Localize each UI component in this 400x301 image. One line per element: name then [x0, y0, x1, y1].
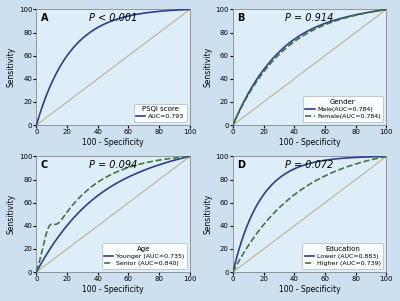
Text: B: B [238, 13, 245, 23]
Legend: Younger (AUC=0.735), Senior (AUC=0.840): Younger (AUC=0.735), Senior (AUC=0.840) [102, 244, 187, 269]
X-axis label: 100 - Specificity: 100 - Specificity [279, 285, 340, 294]
Text: A: A [41, 13, 48, 23]
Y-axis label: Sensitivity: Sensitivity [7, 194, 16, 234]
X-axis label: 100 - Specificity: 100 - Specificity [279, 138, 340, 147]
Text: D: D [238, 160, 246, 170]
Legend: Male(AUC=0.784), Female(AUC=0.784): Male(AUC=0.784), Female(AUC=0.784) [303, 96, 383, 122]
Y-axis label: Sensitivity: Sensitivity [7, 47, 16, 87]
X-axis label: 100 - Specificity: 100 - Specificity [82, 138, 144, 147]
Text: P = 0.072: P = 0.072 [286, 160, 334, 170]
Text: C: C [41, 160, 48, 170]
Text: P = 0.914: P = 0.914 [286, 13, 334, 23]
Text: P < 0.001: P < 0.001 [89, 13, 137, 23]
Text: P = 0.094: P = 0.094 [89, 160, 137, 170]
Y-axis label: Sensitivity: Sensitivity [204, 47, 212, 87]
Legend: AUC=0.793: AUC=0.793 [134, 104, 187, 122]
Y-axis label: Sensitivity: Sensitivity [204, 194, 212, 234]
X-axis label: 100 - Specificity: 100 - Specificity [82, 285, 144, 294]
Legend: Lower (AUC=0.883), Higher (AUC=0.739): Lower (AUC=0.883), Higher (AUC=0.739) [302, 244, 383, 269]
